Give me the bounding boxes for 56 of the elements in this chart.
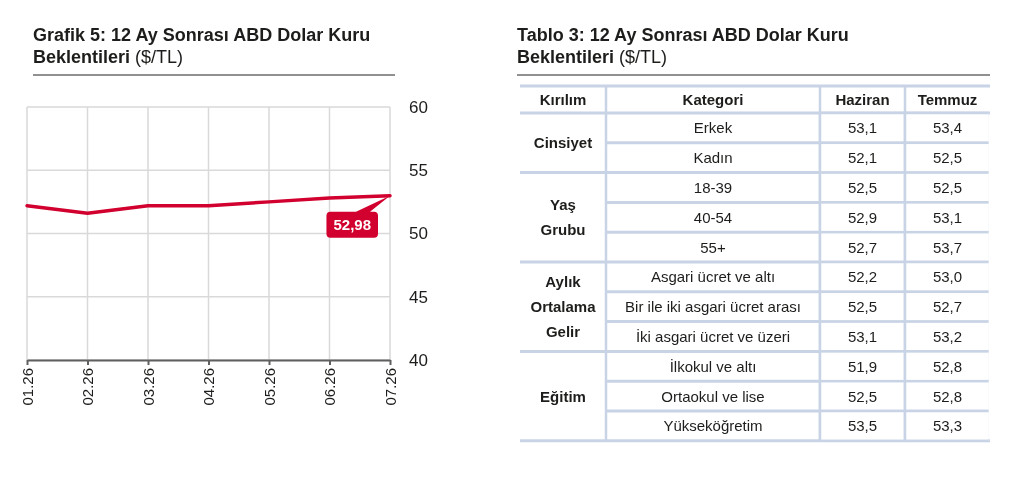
- data-label: 52,5: [847, 387, 878, 405]
- chart-subtitle: ($/TL): [130, 47, 184, 67]
- data-label: 52,7: [932, 298, 963, 316]
- data-label: 53,1: [932, 208, 963, 226]
- data-label: 53,2: [932, 327, 963, 345]
- y2-tick-label: Yaş Grubu: [540, 196, 586, 239]
- y-tick-label: 50: [409, 224, 428, 244]
- x-tick-label: 04.26: [200, 368, 218, 406]
- data-label: 52,2: [847, 268, 878, 286]
- x-tick-label: 05.26: [260, 368, 278, 406]
- y-tick-label: 55+: [700, 238, 726, 256]
- x-tick-label: 01.26: [18, 368, 36, 406]
- y-tick-label: 60: [409, 97, 428, 117]
- x-tick-label: 06.26: [321, 368, 339, 406]
- y-tick-label: Erkek: [693, 119, 733, 137]
- x-tick-label: 07.26: [381, 368, 399, 406]
- y-tick-label: 40-54: [693, 208, 733, 226]
- y2-tick-label: Cinsiyet: [533, 134, 593, 152]
- x-tick-label: 03.26: [139, 368, 157, 406]
- data-label: 52,9: [847, 208, 878, 226]
- y-tick-label: Yükseköğretim: [663, 417, 763, 435]
- y-tick-label: Kadın: [693, 149, 733, 167]
- x-tick-label: Temmuz: [917, 90, 978, 108]
- y-tick-label: İki asgari ücret ve üzeri: [635, 327, 791, 345]
- y-tick-label: 18-39: [693, 178, 733, 196]
- text: ($/TL): [614, 47, 668, 67]
- x-tick-label: 02.26: [79, 368, 97, 406]
- y2-tick-label: Eğitim: [540, 387, 586, 405]
- y-tick-label: 40: [409, 350, 428, 370]
- y2-axis-title: Kırılım: [539, 90, 587, 108]
- data-label: 53,1: [847, 119, 878, 137]
- data-label: 53,7: [932, 238, 963, 256]
- y-tick-label: 55: [409, 161, 428, 181]
- x-tick-label: Haziran: [835, 90, 890, 108]
- y-axis-title: Kategori: [682, 90, 744, 108]
- y-tick-label: Bir ile iki asgari ücret arası: [625, 298, 801, 316]
- data-label: 52,8: [932, 357, 963, 375]
- data-label: 52,5: [847, 178, 878, 196]
- data-label: 52,5: [932, 149, 963, 167]
- data-label: 51,9: [847, 357, 878, 375]
- data-label: 52,5: [932, 178, 963, 196]
- y2-tick-label: Aylık Ortalama Gelir: [530, 273, 597, 341]
- data-label: 53,1: [847, 327, 878, 345]
- y-tick-label: 45: [409, 287, 428, 307]
- y-tick-label: Asgari ücret ve altı: [650, 268, 776, 286]
- data-label: 53,0: [932, 268, 963, 286]
- data-label: 52,5: [847, 298, 878, 316]
- data-label: 52,7: [847, 238, 878, 256]
- data-label: 53,5: [847, 417, 878, 435]
- y-tick-label: İlkokul ve altı: [669, 357, 757, 375]
- y-tick-label: Ortaokul ve lise: [661, 387, 765, 405]
- data-label: 53,4: [932, 119, 963, 137]
- data-label: 52,8: [932, 387, 963, 405]
- data-label: 52,1: [847, 149, 878, 167]
- data-label: 53,3: [932, 417, 963, 435]
- data-label: 52,98: [333, 216, 371, 234]
